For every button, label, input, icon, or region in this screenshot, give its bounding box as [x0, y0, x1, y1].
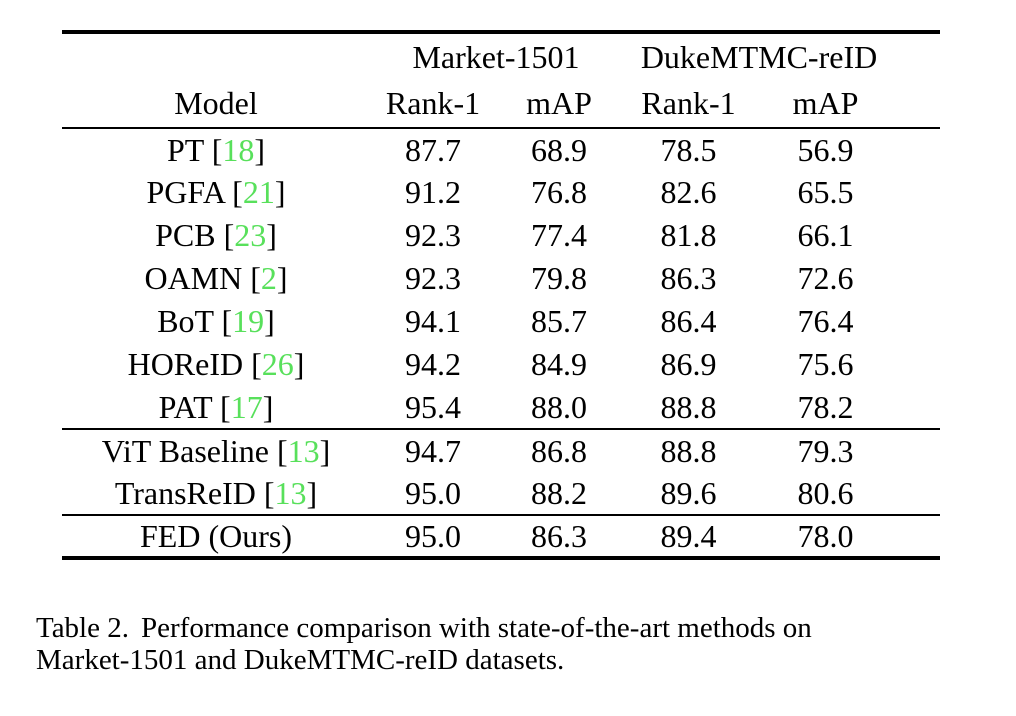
table-row: TransReID [13] 95.0 88.2 89.6 80.6 — [62, 472, 940, 515]
value-cell: 89.6 — [660, 474, 717, 511]
value-cell: 56.9 — [797, 131, 854, 168]
citation-ref: 26 — [261, 346, 294, 382]
column-header-row: Model Rank-1 mAP Rank-1 mAP — [62, 80, 940, 128]
caption-text-line1: Performance comparison with state-of-the… — [141, 612, 812, 644]
model-cell: FED (Ours) — [140, 517, 292, 554]
value-cell: 87.7 — [405, 131, 461, 168]
value-cell: 79.8 — [531, 260, 587, 296]
value-cell: 75.6 — [797, 346, 854, 382]
model-cell: PAT [17] — [158, 388, 274, 425]
citation-ref: 19 — [232, 303, 265, 339]
value-cell: 86.8 — [531, 432, 587, 469]
citation-ref: 23 — [234, 217, 267, 253]
caption-text-line2: Market-1501 and DukeMTMC-reID datasets. — [36, 644, 565, 676]
model-cell: PGFA [21] — [146, 174, 286, 210]
value-cell: 79.3 — [797, 432, 854, 469]
value-cell: 80.6 — [797, 474, 854, 511]
column-header-duke-rank1: Rank-1 — [641, 85, 736, 121]
value-cell: 92.3 — [405, 217, 461, 253]
value-cell: 95.0 — [405, 474, 461, 511]
value-cell: 88.8 — [660, 388, 717, 425]
value-cell: 78.0 — [797, 517, 854, 554]
model-cell: HOReID [26] — [127, 346, 305, 382]
table-row: PGFA [21] 91.2 76.8 82.6 65.5 — [62, 171, 940, 214]
value-cell: 88.0 — [531, 388, 587, 425]
value-cell: 86.4 — [660, 303, 717, 339]
dataset-header-row: Market-1501 DukeMTMC-reID — [62, 32, 940, 80]
value-cell: 76.4 — [797, 303, 854, 339]
value-cell: 85.7 — [531, 303, 587, 339]
value-cell: 78.2 — [797, 388, 854, 425]
value-cell: 77.4 — [531, 217, 587, 253]
table-row: PT [18] 87.7 68.9 78.5 56.9 — [62, 128, 940, 171]
column-header-market-rank1: Rank-1 — [385, 85, 481, 121]
model-cell: PT [18] — [166, 131, 266, 168]
value-cell: 78.5 — [660, 131, 717, 168]
model-cell: PCB [23] — [155, 217, 277, 253]
value-cell: 86.9 — [660, 346, 717, 382]
model-cell: ViT Baseline [13] — [101, 432, 331, 469]
column-header-model: Model — [174, 85, 258, 121]
value-cell: 94.1 — [405, 303, 461, 339]
table-row: PAT [17] 95.4 88.0 88.8 78.2 — [62, 386, 940, 429]
table-row: ViT Baseline [13] 94.7 86.8 88.8 79.3 — [62, 429, 941, 472]
value-cell: 94.7 — [405, 432, 461, 469]
caption-label: Table 2. — [36, 612, 129, 644]
value-cell: 86.3 — [660, 260, 717, 296]
column-header-duke-map: mAP — [792, 85, 859, 121]
column-header-market-map: mAP — [526, 85, 592, 121]
value-cell: 66.1 — [797, 217, 854, 253]
value-cell: 95.4 — [405, 388, 461, 425]
citation-ref: 18 — [222, 131, 255, 168]
value-cell: 82.6 — [660, 174, 717, 210]
table-row: BoT [19] 94.1 85.7 86.4 76.4 — [62, 300, 940, 343]
results-table-body: PT [18] 87.7 68.9 78.5 56.9 PGFA [21] 91.2 76.8… — [62, 128, 941, 558]
model-cell: OAMN [2] — [144, 260, 288, 296]
value-cell: 95.0 — [405, 517, 461, 554]
citation-ref: 13 — [274, 474, 307, 511]
value-cell: 84.9 — [531, 346, 587, 382]
value-cell: 91.2 — [405, 174, 461, 210]
citation-ref: 2 — [260, 260, 277, 296]
value-cell: 65.5 — [797, 174, 854, 210]
value-cell: 68.9 — [531, 131, 587, 168]
table-row: OAMN [2] 92.3 79.8 86.3 72.6 — [62, 257, 940, 300]
value-cell: 86.3 — [531, 517, 587, 554]
results-table: Market-1501 DukeMTMC-reID Model Rank-1 m… — [62, 30, 941, 560]
value-cell: 76.8 — [531, 174, 587, 210]
dataset-header-dukemtmc: DukeMTMC-reID — [640, 38, 878, 75]
empty-header-cell — [62, 32, 370, 80]
value-cell: 94.2 — [405, 346, 461, 382]
value-cell: 88.2 — [531, 474, 587, 511]
table-row: HOReID [26] 94.2 84.9 86.9 75.6 — [62, 343, 940, 386]
citation-ref: 13 — [287, 432, 320, 469]
model-cell: TransReID [13] — [114, 474, 318, 511]
table-caption: Table 2. Performance comparison with stat… — [36, 612, 988, 676]
value-cell: 92.3 — [405, 260, 461, 296]
value-cell: 81.8 — [660, 217, 717, 253]
value-cell: 72.6 — [797, 260, 854, 296]
value-cell: 88.8 — [660, 432, 717, 469]
dataset-header-market1501: Market-1501 — [412, 38, 580, 75]
value-cell: 89.4 — [660, 517, 717, 554]
citation-ref: 17 — [230, 388, 263, 425]
table-row: FED (Ours) 95.0 86.3 89.4 78.0 — [62, 515, 941, 558]
results-table-head: Market-1501 DukeMTMC-reID Model Rank-1 m… — [62, 32, 941, 128]
model-cell: BoT [19] — [157, 303, 275, 339]
table-row: PCB [23] 92.3 77.4 81.8 66.1 — [62, 214, 940, 257]
citation-ref: 21 — [242, 174, 275, 210]
results-table-container: Market-1501 DukeMTMC-reID Model Rank-1 m… — [62, 30, 941, 560]
